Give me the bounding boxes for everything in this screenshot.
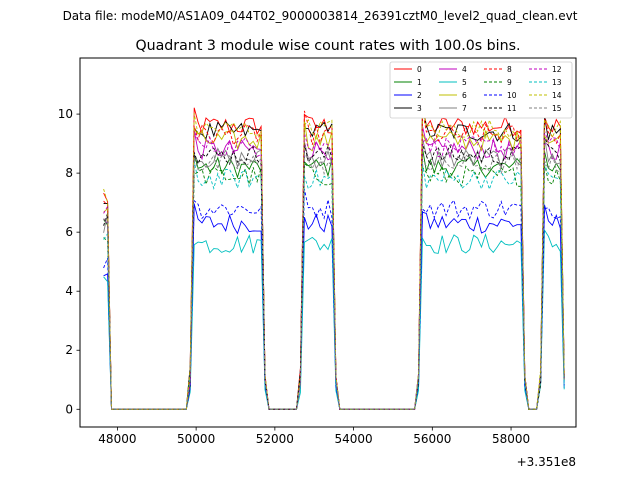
legend-label-12: 12 bbox=[552, 65, 562, 74]
y-tick-label: 8 bbox=[65, 166, 73, 180]
legend-label-15: 15 bbox=[552, 104, 562, 113]
legend-label-14: 14 bbox=[552, 91, 562, 100]
legend-label-10: 10 bbox=[507, 91, 517, 100]
legend-label-9: 9 bbox=[507, 78, 512, 87]
legend-label-8: 8 bbox=[507, 65, 512, 74]
legend-label-2: 2 bbox=[417, 91, 422, 100]
plot-frame bbox=[79, 57, 577, 428]
legend-label-1: 1 bbox=[417, 78, 422, 87]
x-tick-label: 50000 bbox=[177, 432, 215, 446]
legend-label-13: 13 bbox=[552, 78, 562, 87]
y-tick-label: 2 bbox=[65, 343, 73, 357]
y-tick-label: 6 bbox=[65, 225, 73, 239]
x-tick-label: 56000 bbox=[413, 432, 451, 446]
y-tick-label: 4 bbox=[65, 284, 73, 298]
x-tick-label: 58000 bbox=[492, 432, 530, 446]
y-tick-label: 10 bbox=[58, 107, 73, 121]
series-line-12 bbox=[103, 130, 565, 410]
y-tick-label: 0 bbox=[65, 402, 73, 416]
legend-label-7: 7 bbox=[462, 104, 467, 113]
legend-label-4: 4 bbox=[462, 65, 467, 74]
axis-ticks: 48000 50000 52000 54000 56000 58000 0 2 4 6 8 10 bbox=[58, 107, 530, 446]
x-offset-label: +3.351e8 bbox=[517, 455, 576, 469]
chart-suptitle: Data file: modeM0/AS1A09_044T02_90000038… bbox=[63, 9, 578, 23]
x-tick-label: 48000 bbox=[98, 432, 136, 446]
x-tick-label: 54000 bbox=[334, 432, 372, 446]
legend-label-3: 3 bbox=[417, 104, 422, 113]
legend-box bbox=[389, 61, 573, 119]
legend-label-6: 6 bbox=[462, 91, 467, 100]
legend-label-5: 5 bbox=[462, 78, 467, 87]
chart-title: Quadrant 3 module wise count rates with … bbox=[135, 38, 520, 54]
legend-label-11: 11 bbox=[507, 104, 517, 113]
x-tick-label: 52000 bbox=[256, 432, 294, 446]
legend-label-0: 0 bbox=[417, 65, 422, 74]
series-line-15 bbox=[103, 151, 565, 410]
series-lines bbox=[103, 101, 565, 410]
